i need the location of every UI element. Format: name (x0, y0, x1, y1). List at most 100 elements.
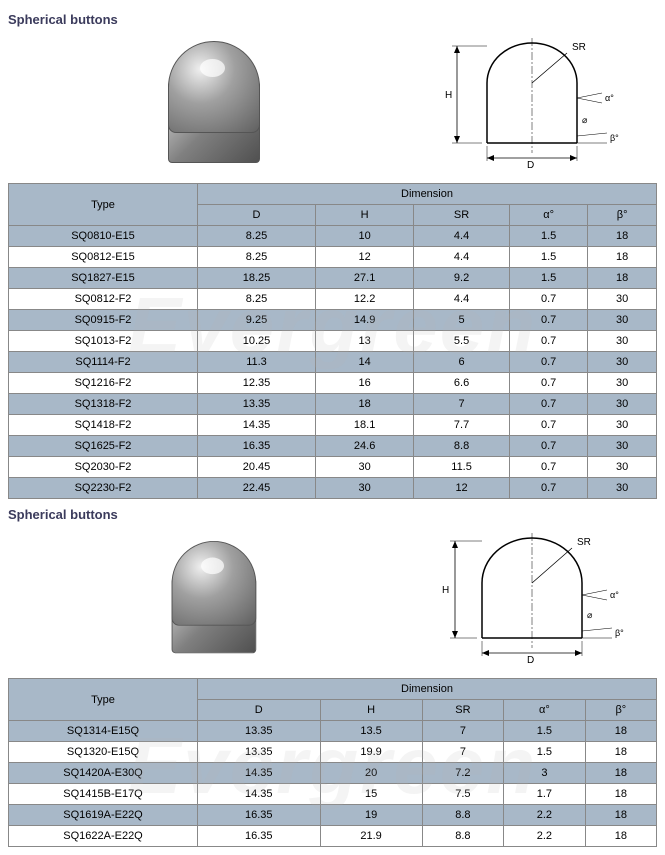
technical-drawing: SR H D α° β° ⌀ (427, 533, 637, 663)
cell-type: SQ1216-F2 (9, 373, 198, 394)
table-body: SQ0810-E158.25104.41.518SQ0812-E158.2512… (9, 226, 657, 499)
cell-d: 11.3 (198, 352, 316, 373)
table-body: SQ1314-E15Q13.3513.571.518SQ1320-E15Q13.… (9, 721, 657, 847)
cell-d: 18.25 (198, 268, 316, 289)
table-row: SQ0810-E158.25104.41.518 (9, 226, 657, 247)
cell-b: 30 (588, 457, 657, 478)
table-row: SQ0812-F28.2512.24.40.730 (9, 289, 657, 310)
cell-a: 1.5 (504, 742, 586, 763)
cell-h: 15 (320, 784, 422, 805)
cell-a: 1.5 (504, 721, 586, 742)
table-row: SQ2030-F220.453011.50.730 (9, 457, 657, 478)
col-alpha: α° (509, 205, 587, 226)
cell-type: SQ1827-E15 (9, 268, 198, 289)
cell-a: 0.7 (509, 457, 587, 478)
label-d: D (527, 160, 534, 168)
cell-type: SQ1415B-E17Q (9, 784, 198, 805)
cell-sr: 9.2 (414, 268, 510, 289)
label-h: H (442, 585, 449, 596)
cell-h: 12 (316, 247, 414, 268)
cell-h: 12.2 (316, 289, 414, 310)
cell-type: SQ1314-E15Q (9, 721, 198, 742)
cell-h: 18.1 (316, 415, 414, 436)
cell-sr: 4.4 (414, 247, 510, 268)
diagram-row: SR H D α° β° ⌀ (8, 528, 657, 668)
section-title: Spherical buttons (8, 507, 657, 522)
cell-b: 30 (588, 478, 657, 499)
col-d: D (198, 700, 321, 721)
label-phi: ⌀ (587, 610, 593, 620)
cell-b: 30 (588, 415, 657, 436)
cell-d: 12.35 (198, 373, 316, 394)
cell-sr: 7.2 (422, 763, 504, 784)
cell-type: SQ1320-E15Q (9, 742, 198, 763)
diagram-row: SR H D α° β° ⌀ (8, 33, 657, 173)
cell-d: 13.35 (198, 742, 321, 763)
cell-h: 24.6 (316, 436, 414, 457)
label-h: H (445, 90, 452, 101)
label-beta: β° (615, 628, 624, 638)
cell-type: SQ2230-F2 (9, 478, 198, 499)
cell-sr: 5.5 (414, 331, 510, 352)
cell-a: 1.7 (504, 784, 586, 805)
cell-d: 10.25 (198, 331, 316, 352)
cell-b: 18 (588, 226, 657, 247)
label-sr: SR (572, 42, 586, 53)
table-row: SQ1622A-E22Q16.3521.98.82.218 (9, 826, 657, 847)
cell-a: 1.5 (509, 247, 587, 268)
cell-sr: 8.8 (422, 826, 504, 847)
cell-h: 16 (316, 373, 414, 394)
spherical-button-photo (162, 541, 263, 656)
col-sr: SR (422, 700, 504, 721)
cell-h: 20 (320, 763, 422, 784)
cell-h: 30 (316, 478, 414, 499)
cell-a: 0.7 (509, 394, 587, 415)
cell-a: 0.7 (509, 310, 587, 331)
cell-type: SQ2030-F2 (9, 457, 198, 478)
cell-a: 0.7 (509, 352, 587, 373)
label-beta: β° (610, 133, 619, 143)
section-title: Spherical buttons (8, 12, 657, 27)
cell-d: 13.35 (198, 721, 321, 742)
cell-b: 30 (588, 310, 657, 331)
cell-sr: 8.8 (422, 805, 504, 826)
dimension-table-1: Type Dimension D H SR α° β° SQ0810-E158.… (8, 183, 657, 499)
cell-a: 3 (504, 763, 586, 784)
cell-d: 8.25 (198, 289, 316, 310)
col-alpha: α° (504, 700, 586, 721)
header-dimension: Dimension (198, 184, 657, 205)
cell-h: 19.9 (320, 742, 422, 763)
table-row: SQ1625-F216.3524.68.80.730 (9, 436, 657, 457)
cell-sr: 8.8 (414, 436, 510, 457)
table-row: SQ1320-E15Q13.3519.971.518 (9, 742, 657, 763)
cell-sr: 12 (414, 478, 510, 499)
cell-a: 0.7 (509, 415, 587, 436)
label-alpha: α° (605, 93, 614, 103)
table-row: SQ1619A-E22Q16.35198.82.218 (9, 805, 657, 826)
table-row: SQ0915-F29.2514.950.730 (9, 310, 657, 331)
dimension-table-2: Type Dimension D H SR α° β° SQ1314-E15Q1… (8, 678, 657, 847)
cell-a: 0.7 (509, 373, 587, 394)
table-row: SQ2230-F222.4530120.730 (9, 478, 657, 499)
cell-d: 22.45 (198, 478, 316, 499)
cell-type: SQ1622A-E22Q (9, 826, 198, 847)
cell-h: 10 (316, 226, 414, 247)
cell-h: 18 (316, 394, 414, 415)
cell-d: 14.35 (198, 415, 316, 436)
cell-h: 14.9 (316, 310, 414, 331)
cell-b: 18 (585, 826, 656, 847)
col-d: D (198, 205, 316, 226)
cell-h: 14 (316, 352, 414, 373)
cell-a: 1.5 (509, 268, 587, 289)
cell-sr: 6 (414, 352, 510, 373)
cell-a: 0.7 (509, 331, 587, 352)
table-row: SQ1420A-E30Q14.35207.2318 (9, 763, 657, 784)
cell-type: SQ0810-E15 (9, 226, 198, 247)
cell-b: 30 (588, 373, 657, 394)
cell-b: 18 (588, 247, 657, 268)
cell-type: SQ1318-F2 (9, 394, 198, 415)
cell-h: 27.1 (316, 268, 414, 289)
cell-b: 18 (588, 268, 657, 289)
cell-b: 30 (588, 331, 657, 352)
cell-a: 2.2 (504, 826, 586, 847)
